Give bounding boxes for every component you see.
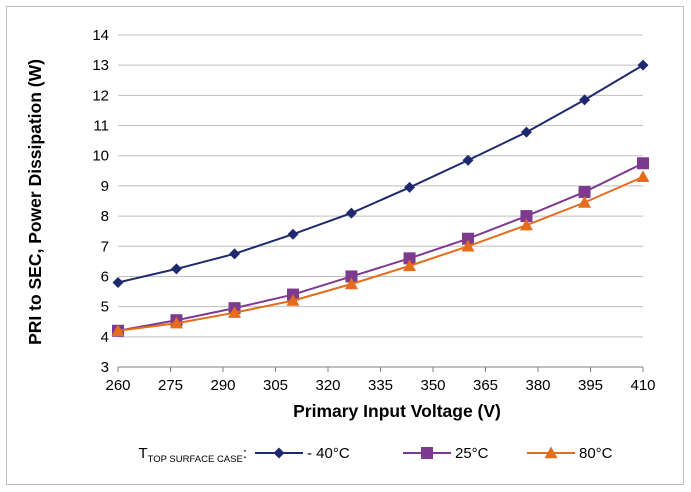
x-tick-label: 335: [368, 377, 393, 394]
data-point: [403, 259, 417, 272]
legend-title-main: T: [138, 445, 147, 462]
data-point: [403, 252, 416, 265]
x-tick-label: 290: [210, 377, 235, 394]
tick-layer: 3 4 5 6 7 8 9 10 11 12 13 14 260 275 290 305 320 335 350 36…: [92, 27, 655, 394]
legend-marker: [421, 447, 433, 459]
legend: TTOP SURFACE CASE: - 40°C 25°C 80°C: [138, 445, 612, 465]
chart-frame: [6, 6, 684, 485]
legend-marker: [544, 446, 558, 459]
data-point: [637, 59, 649, 71]
data-point: [636, 170, 650, 183]
grid-layer: [118, 34, 643, 338]
legend-item: - 40°C: [255, 445, 350, 462]
legend-item: 80°C: [527, 445, 613, 462]
data-point: [344, 277, 358, 290]
y-tick-label: 4: [101, 329, 109, 346]
x-tick-label: 410: [630, 377, 655, 394]
legend-label: - 40°C: [307, 445, 350, 462]
x-tick-label: 380: [525, 377, 550, 394]
axis-layer: [117, 366, 644, 372]
data-point: [462, 232, 474, 245]
y-axis-title: PRI to SEC, Power Dissipation (W): [25, 59, 45, 345]
data-point: [112, 276, 124, 288]
y-tick-label: 9: [101, 178, 109, 195]
series-layer: [111, 59, 650, 337]
data-point: [345, 207, 357, 219]
x-tick-label: 260: [105, 377, 130, 394]
series-2: [111, 170, 650, 336]
legend-items: - 40°C 25°C 80°C: [255, 445, 613, 462]
x-tick-label: 395: [578, 377, 603, 394]
y-tick-label: 3: [101, 359, 109, 376]
series-line: [117, 175, 644, 332]
y-tick-label: 6: [101, 268, 109, 285]
legend-label: 25°C: [455, 445, 489, 462]
data-point: [345, 270, 358, 283]
series-line: [117, 64, 644, 284]
data-point: [286, 294, 300, 306]
y-tick-label: 13: [92, 57, 109, 74]
legend-marker: [273, 447, 285, 459]
y-tick-label: 14: [92, 27, 109, 44]
x-tick-label: 320: [315, 377, 340, 394]
data-point: [578, 196, 592, 208]
data-point: [520, 126, 532, 138]
y-tick-label: 12: [92, 87, 109, 104]
data-point: [519, 218, 533, 231]
data-point: [228, 306, 242, 318]
x-tick-label: 305: [263, 377, 288, 394]
legend-title: TTOP SURFACE CASE:: [138, 445, 247, 465]
legend-label: 80°C: [579, 445, 613, 462]
legend-title-suffix: :: [243, 445, 247, 462]
data-point: [111, 324, 125, 336]
data-point: [578, 185, 591, 198]
y-tick-label: 8: [101, 208, 109, 225]
series-1: [112, 157, 649, 337]
data-point: [170, 263, 182, 275]
x-axis-title: Primary Input Voltage (V): [293, 401, 501, 421]
data-point: [461, 239, 475, 252]
data-point: [404, 181, 416, 193]
data-point: [229, 248, 241, 260]
data-point: [287, 228, 299, 240]
data-point: [169, 316, 183, 329]
y-tick-label: 7: [101, 238, 109, 255]
data-point: [579, 94, 591, 106]
y-tick-label: 11: [93, 118, 109, 135]
x-tick-label: 365: [473, 377, 498, 394]
x-tick-label: 350: [420, 377, 445, 394]
x-tick-label: 275: [158, 377, 183, 394]
y-tick-label: 10: [92, 148, 109, 165]
legend-item: 25°C: [403, 445, 489, 462]
data-point: [462, 154, 474, 166]
series-line: [117, 162, 644, 332]
data-point: [520, 210, 533, 223]
data-point: [637, 157, 649, 170]
series-0: [112, 59, 649, 288]
y-tick-label: 5: [101, 299, 109, 316]
legend-title-sub: TOP SURFACE CASE: [148, 454, 243, 465]
